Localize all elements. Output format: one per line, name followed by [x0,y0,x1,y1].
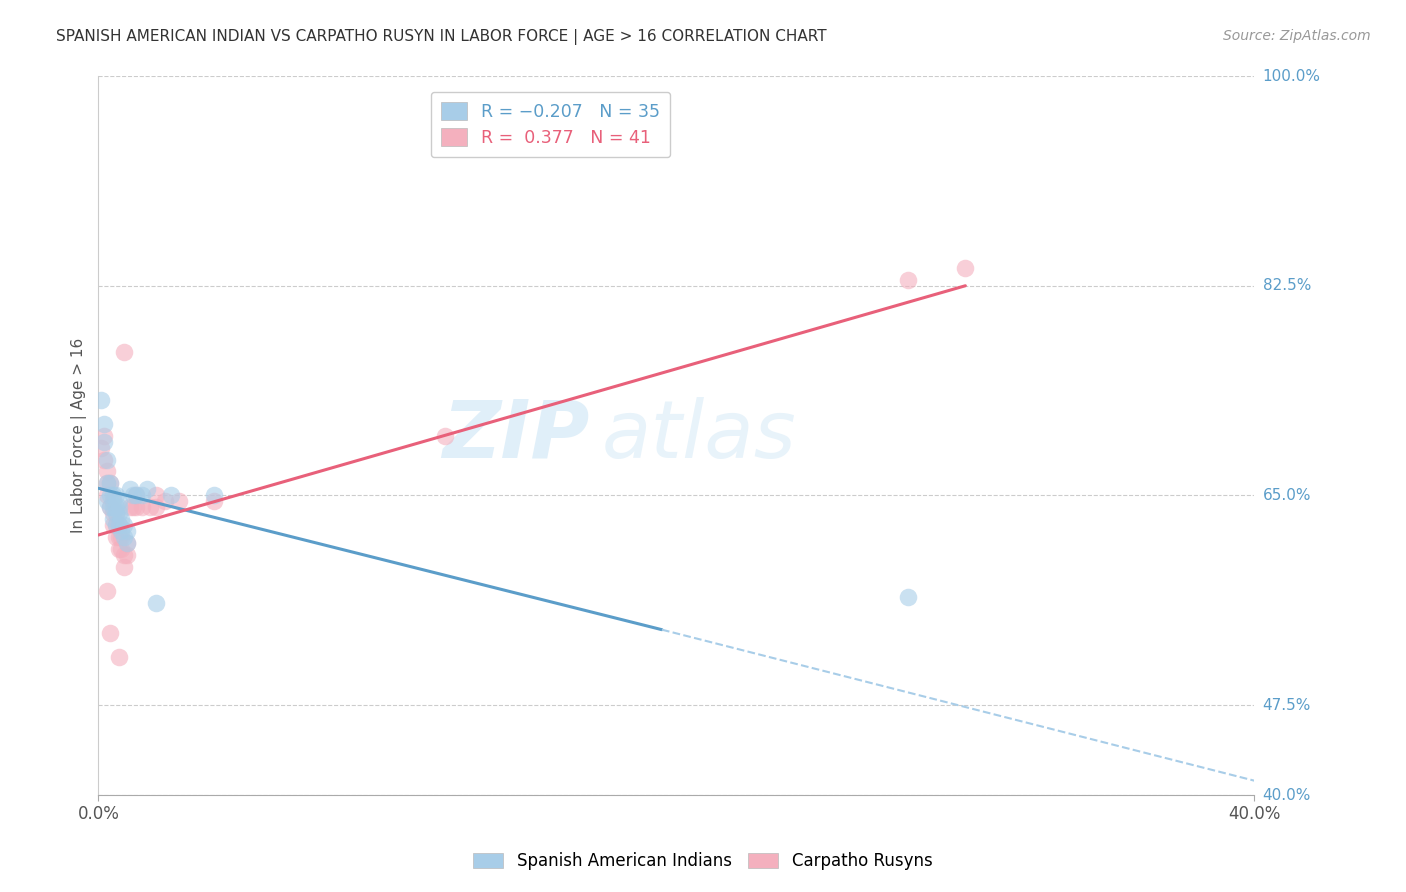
Point [117,524,139,539]
Point [98,500,121,515]
Point [110,512,132,526]
Point [202,494,225,508]
Text: Source: ZipAtlas.com: Source: ZipAtlas.com [1223,29,1371,43]
Point [434,428,457,442]
Point [117,536,139,550]
Point [955,260,977,275]
Point [96,584,118,599]
Point [120,483,142,497]
Point [125,488,148,502]
Point [104,500,127,515]
Point [96,452,118,467]
Point [96,494,118,508]
Point [136,483,159,497]
Y-axis label: In Labor Force | Age > 16: In Labor Force | Age > 16 [72,338,87,533]
Point [110,542,132,557]
Legend: Spanish American Indians, Carpatho Rusyns: Spanish American Indians, Carpatho Rusyn… [467,846,939,877]
Text: SPANISH AMERICAN INDIAN VS CARPATHO RUSYN IN LABOR FORCE | AGE > 16 CORRELATION : SPANISH AMERICAN INDIAN VS CARPATHO RUSY… [56,29,827,45]
Point [107,530,129,544]
Point [101,507,124,521]
Point [104,518,127,533]
Point [93,434,115,449]
Point [896,591,918,605]
Point [90,441,112,455]
Point [98,500,121,515]
Point [104,518,127,533]
Point [104,488,127,502]
Text: 82.5%: 82.5% [1263,278,1310,293]
Point [145,500,167,515]
Text: 65.0%: 65.0% [1263,488,1312,503]
Point [125,500,148,515]
Point [131,500,153,515]
Point [107,542,129,557]
Point [122,500,145,515]
Point [96,488,118,502]
Text: ZIP: ZIP [443,397,589,475]
Point [98,626,121,640]
Point [98,488,121,502]
Point [896,273,918,287]
Point [93,417,115,431]
Point [101,500,124,515]
Point [117,536,139,550]
Point [104,507,127,521]
Point [101,512,124,526]
Point [112,518,135,533]
Point [159,488,181,502]
Point [96,476,118,491]
Point [169,494,191,508]
Point [107,650,129,665]
Text: 40.0%: 40.0% [1263,788,1310,803]
Point [122,488,145,502]
Point [107,494,129,508]
Point [112,549,135,563]
Point [93,428,115,442]
Text: 47.5%: 47.5% [1263,698,1310,713]
Point [112,344,135,359]
Point [107,518,129,533]
Point [107,507,129,521]
Point [107,518,129,533]
Point [112,560,135,574]
Legend: R = −0.207   N = 35, R =  0.377   N = 41: R = −0.207 N = 35, R = 0.377 N = 41 [430,92,671,157]
Point [107,500,129,515]
Point [153,494,176,508]
Point [202,488,225,502]
Point [112,530,135,544]
Point [104,507,127,521]
Point [101,518,124,533]
Point [125,488,148,502]
Point [145,488,167,502]
Point [120,500,142,515]
Point [98,476,121,491]
Point [139,500,162,515]
Point [101,494,124,508]
Point [110,530,132,544]
Point [96,476,118,491]
Point [101,488,124,502]
Point [93,452,115,467]
Point [117,549,139,563]
Point [90,392,112,407]
Point [104,530,127,544]
Text: atlas: atlas [602,397,796,475]
Point [110,524,132,539]
Text: 100.0%: 100.0% [1263,69,1320,84]
Point [98,476,121,491]
Point [96,465,118,479]
Point [145,596,167,610]
Point [131,488,153,502]
